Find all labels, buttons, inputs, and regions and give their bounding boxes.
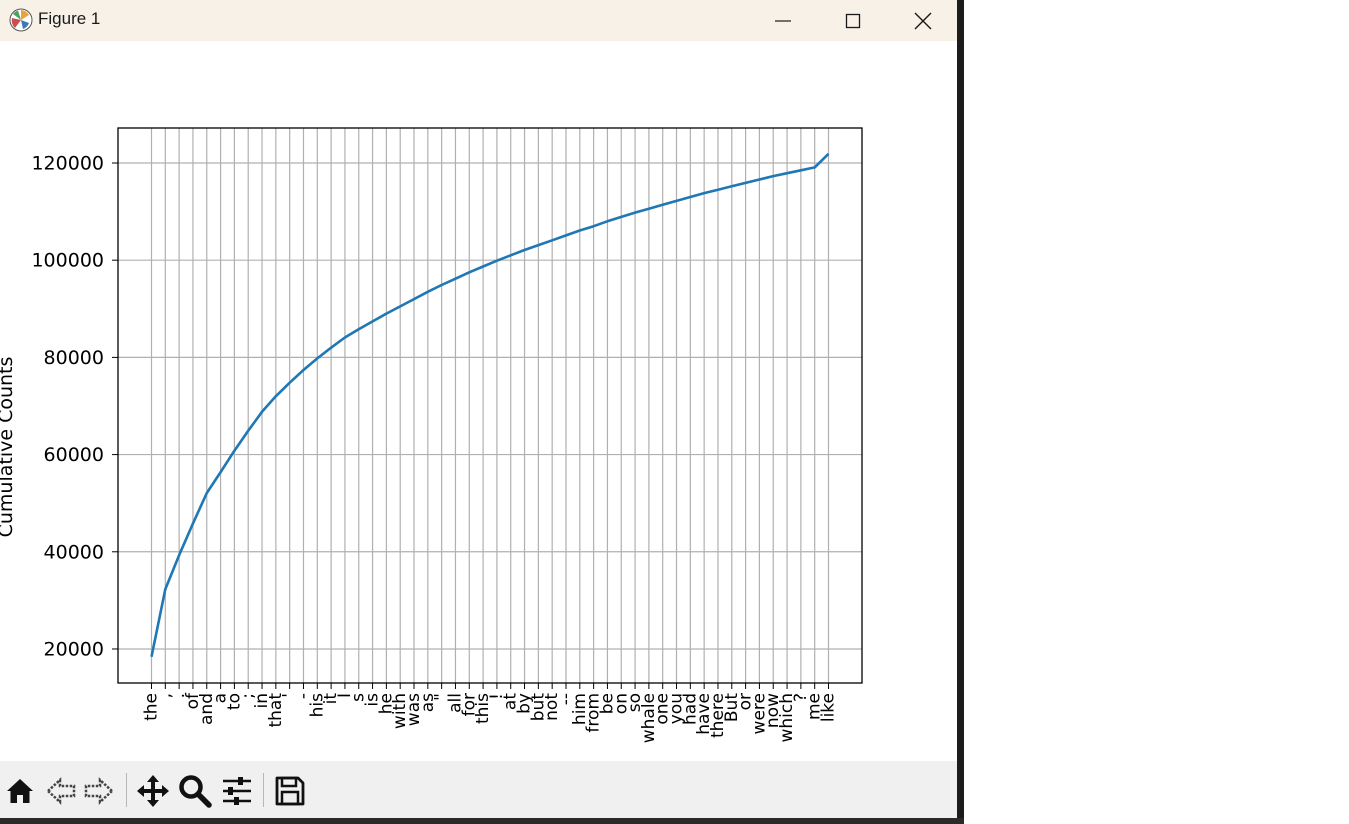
x-tick-label: and xyxy=(197,693,217,725)
x-tick-label: him xyxy=(570,693,590,725)
back-button[interactable] xyxy=(43,773,79,809)
save-icon xyxy=(275,776,305,806)
x-tick-label: he xyxy=(376,693,396,714)
figure-canvas[interactable]: 20000 40000 60000 80000 100000 120000 the,. of… xyxy=(0,41,957,761)
x-tick-label: was xyxy=(404,693,424,726)
maximize-icon xyxy=(845,13,861,28)
x-tick-label: at xyxy=(501,693,521,710)
x-tick-label: ! xyxy=(487,693,507,700)
x-tick-label: you xyxy=(667,693,687,724)
x-tick-label: whale xyxy=(639,693,659,743)
x-tick-label: s xyxy=(349,693,369,702)
x-tick-label: to xyxy=(224,693,244,710)
y-tick-label: 40000 xyxy=(44,541,104,563)
figure-window: Figure 1 20000 40000 60000 80000 100000 12000… xyxy=(0,0,957,818)
close-button[interactable] xyxy=(888,0,957,41)
x-tick-label: with xyxy=(390,693,410,729)
x-tick-label: , xyxy=(155,693,175,698)
matplotlib-app-icon xyxy=(9,8,33,32)
x-tick-label: be xyxy=(597,693,617,714)
toolbar-separator xyxy=(263,773,264,807)
pan-icon xyxy=(137,775,169,807)
maximize-button[interactable] xyxy=(818,0,888,41)
x-tick-label: on xyxy=(611,693,631,714)
x-tick-label: in xyxy=(252,693,272,709)
x-tick-label: " xyxy=(432,693,452,701)
plot: 20000 40000 60000 80000 100000 120000 the,.of… xyxy=(0,127,863,743)
x-tick-label: by xyxy=(515,693,535,714)
close-icon xyxy=(914,12,932,29)
home-button[interactable] xyxy=(2,773,38,809)
x-tick-label: so xyxy=(625,693,645,712)
y-tick-label: 20000 xyxy=(44,638,104,660)
x-tick-label: I xyxy=(335,693,355,698)
y-tick-label: 100000 xyxy=(31,250,104,272)
x-tick-label: a xyxy=(211,693,231,703)
zoom-button[interactable] xyxy=(177,773,213,809)
window-title: Figure 1 xyxy=(38,9,101,28)
background-window-edge xyxy=(957,0,964,824)
x-tick-label: -- xyxy=(556,693,576,705)
x-tick-label: were xyxy=(749,693,769,734)
x-tick-label: now xyxy=(763,693,783,728)
x-tick-label: But xyxy=(722,693,742,722)
y-axis-label: Cumulative Counts xyxy=(0,357,17,538)
minimize-button[interactable] xyxy=(748,0,818,41)
forward-button[interactable] xyxy=(81,773,117,809)
x-tick-label: like xyxy=(819,693,839,722)
x-axis-ticks: the,.ofandato;inthat'-hisitIsishewithwas… xyxy=(142,683,839,743)
x-tick-label: me xyxy=(805,693,825,720)
home-icon xyxy=(7,779,33,803)
navigation-toolbar xyxy=(0,761,957,818)
save-button[interactable] xyxy=(272,773,308,809)
x-tick-label: have xyxy=(694,693,714,735)
x-tick-label: this xyxy=(473,693,493,724)
toolbar-separator xyxy=(126,773,127,807)
y-axis-ticks: 20000 40000 60000 80000 100000 120000 xyxy=(31,152,118,660)
x-tick-label: ; xyxy=(238,693,258,699)
x-tick-label: the xyxy=(142,693,162,721)
x-tick-label: all xyxy=(445,693,465,713)
x-tick-label: of xyxy=(183,692,203,709)
x-tick-label: for xyxy=(459,693,479,716)
series-line xyxy=(150,152,830,658)
configure-subplots-icon xyxy=(223,777,251,805)
x-tick-label: there xyxy=(708,693,728,738)
x-tick-label: but xyxy=(528,693,548,722)
x-tick-label: . xyxy=(169,693,189,698)
grid-lines xyxy=(118,128,862,683)
x-tick-label: his xyxy=(307,693,327,717)
zoom-icon xyxy=(179,775,212,808)
x-tick-label: which xyxy=(777,693,797,743)
y-tick-label: 60000 xyxy=(44,444,104,466)
minimize-icon xyxy=(775,19,791,22)
x-tick-label: not xyxy=(542,693,562,721)
x-tick-label: that xyxy=(266,693,286,728)
x-tick-label: from xyxy=(584,693,604,733)
x-tick-label: ' xyxy=(280,693,300,698)
axes-frame xyxy=(117,127,863,684)
configure-subplots-button[interactable] xyxy=(219,773,255,809)
x-tick-label: - xyxy=(293,693,313,699)
x-tick-label: ? xyxy=(791,693,811,702)
x-tick-label: it xyxy=(321,693,341,705)
title-bar[interactable]: Figure 1 xyxy=(0,0,957,41)
pan-button[interactable] xyxy=(135,773,171,809)
forward-icon xyxy=(84,777,114,805)
taskbar-edge xyxy=(0,818,964,824)
x-tick-label: as xyxy=(418,693,438,712)
y-tick-label: 120000 xyxy=(31,152,104,174)
back-icon xyxy=(46,777,76,805)
x-tick-label: had xyxy=(680,693,700,725)
x-tick-label: is xyxy=(363,693,383,707)
y-tick-label: 80000 xyxy=(44,347,104,369)
x-tick-label: one xyxy=(653,693,673,725)
x-tick-label: or xyxy=(736,693,756,710)
